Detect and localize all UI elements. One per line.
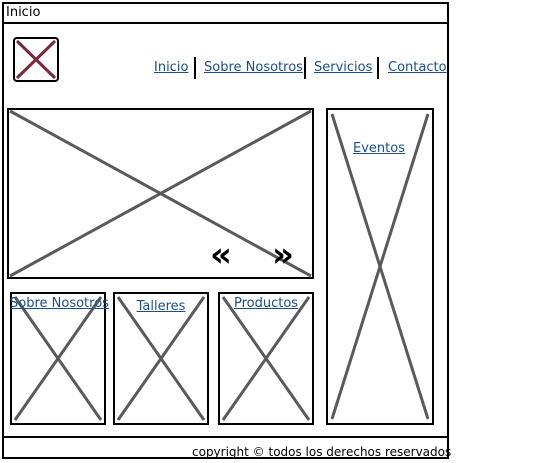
carousel-next-icon[interactable]: » (272, 235, 294, 275)
card-link-sobre-nosotros[interactable]: Sobre Nosotros (10, 296, 109, 311)
window-frame (2, 2, 449, 459)
title-bar (4, 4, 447, 24)
nav-link-inicio[interactable]: Inicio (154, 60, 189, 75)
window-title: Inicio (6, 5, 41, 20)
carousel-image-placeholder (7, 108, 314, 279)
logo-image-placeholder-icon (13, 37, 59, 82)
nav-link-contacto[interactable]: Contacto (388, 60, 447, 75)
nav-link-servicios[interactable]: Servicios (314, 60, 373, 75)
nav-separator (194, 57, 196, 79)
card-image-placeholder (113, 292, 209, 425)
card-image-placeholder (10, 292, 106, 425)
sidebar-events-link[interactable]: Eventos (353, 141, 405, 156)
card-link-talleres[interactable]: Talleres (136, 299, 186, 314)
card-link-productos[interactable]: Productos (233, 296, 299, 311)
sidebar-events-placeholder (326, 108, 434, 425)
card-image-placeholder (218, 292, 314, 425)
carousel-prev-icon[interactable]: « (210, 235, 232, 275)
footer-divider (4, 436, 447, 438)
footer-copyright: copyright © todos los derechos reservado… (192, 445, 452, 459)
nav-separator (377, 57, 379, 79)
nav-link-sobre-nosotros[interactable]: Sobre Nosotros (204, 60, 303, 75)
nav-separator (304, 57, 306, 79)
